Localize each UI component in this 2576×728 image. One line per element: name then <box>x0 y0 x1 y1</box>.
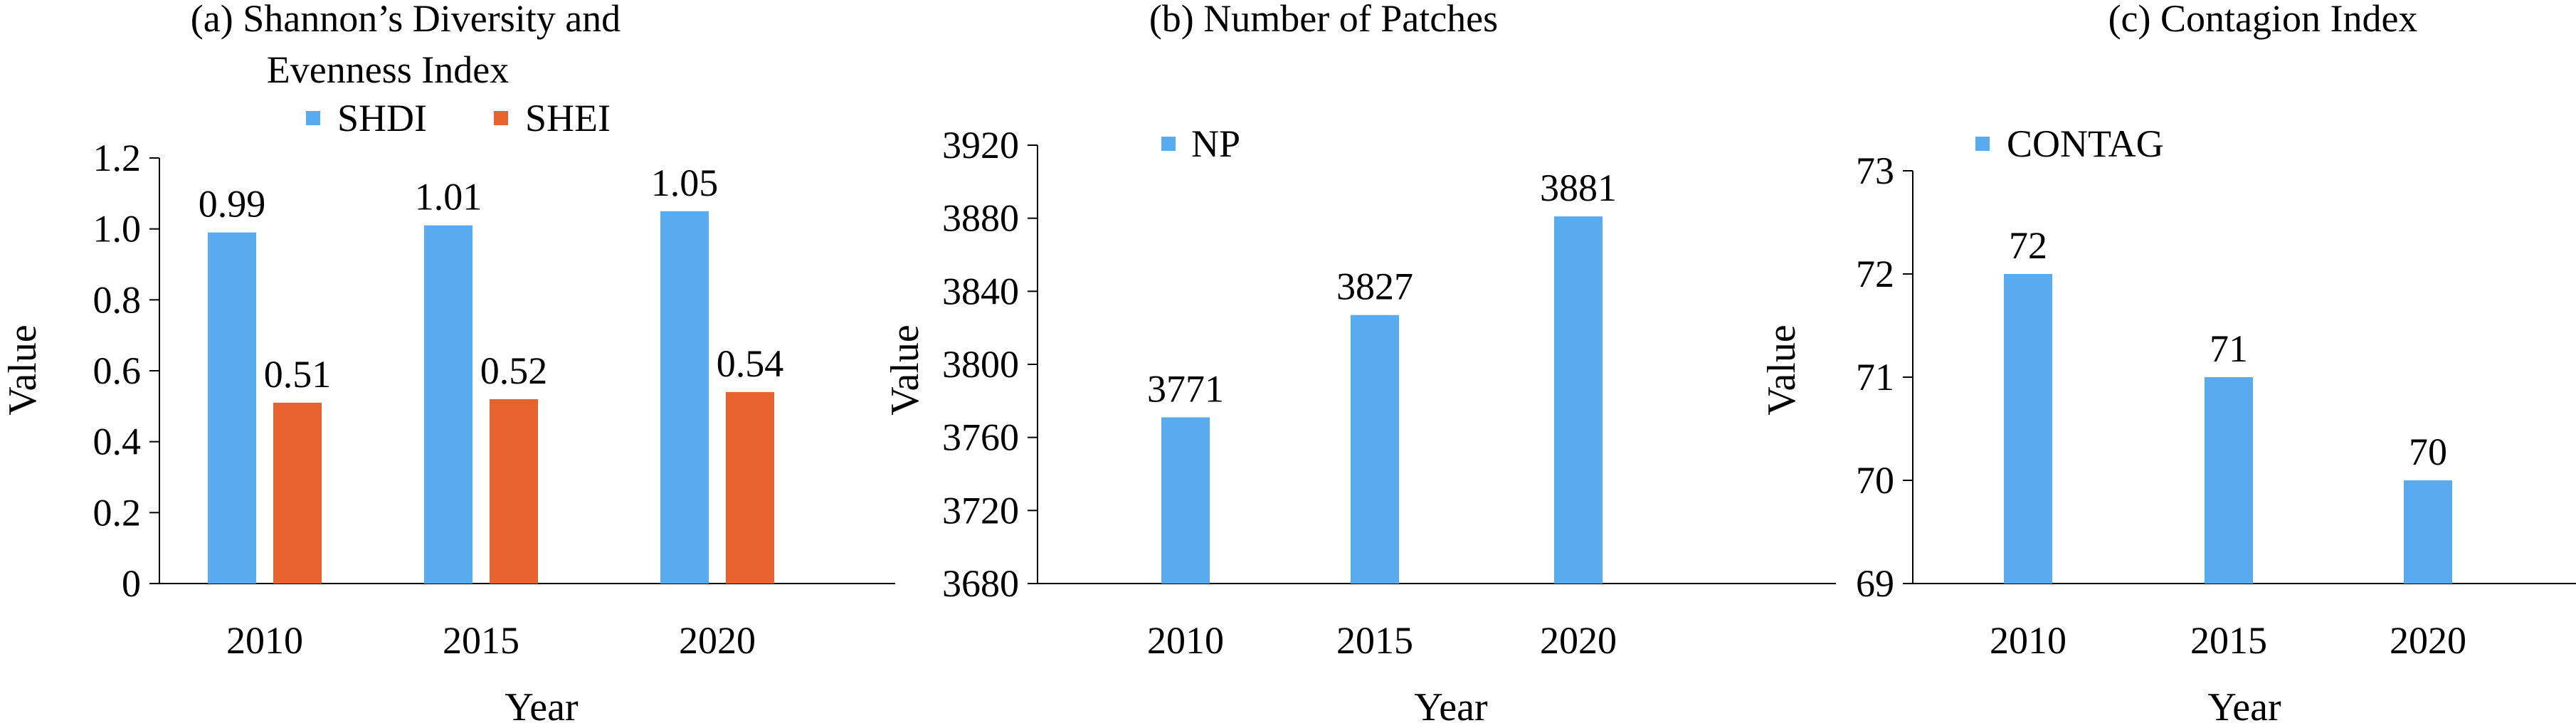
legend-label-shei: SHEI <box>525 97 611 139</box>
data-label: 3827 <box>1336 265 1413 308</box>
y-axis-title: Value <box>883 325 927 416</box>
bar-shei-2010 <box>273 402 322 584</box>
chart-3: (c) Contagion Index CONTAG 69 70 71 72 73 72 201… <box>1760 0 2576 728</box>
y-tick-label: 0.4 <box>93 421 142 463</box>
legend-swatch-shei <box>494 111 508 125</box>
legend-label-np: NP <box>1191 122 1240 165</box>
bar-contag-2020 <box>2404 480 2452 584</box>
bar-shei-2015 <box>490 399 538 584</box>
data-label: 0.99 <box>199 183 266 226</box>
bar-np-2010 <box>1161 417 1210 584</box>
data-label: 0.51 <box>264 353 332 396</box>
y-tick-label: 0.6 <box>93 349 142 392</box>
y-axis-title: Value <box>1760 325 1804 416</box>
chart-title: (b) Number of Patches <box>1149 0 1498 40</box>
legend-swatch-contag <box>1975 137 1990 151</box>
bar-shdi-2015 <box>424 225 473 584</box>
x-tick-label: 2020 <box>1540 619 1617 662</box>
x-tick-label: 2020 <box>2390 619 2466 662</box>
y-tick-label: 0 <box>122 562 141 605</box>
data-label: 0.54 <box>717 342 784 385</box>
bar-shdi-2010 <box>208 232 256 584</box>
chart-title: Evenness Index <box>267 48 509 91</box>
bar-contag-2010 <box>2004 274 2052 584</box>
x-tick-label: 2010 <box>1147 619 1224 662</box>
y-tick-label: 3880 <box>942 197 1019 240</box>
y-tick-label: 70 <box>1856 459 1894 502</box>
x-tick-label: 2015 <box>443 619 519 662</box>
legend-swatch-shdi <box>306 111 320 125</box>
chart-title: (c) Contagion Index <box>2108 0 2418 40</box>
data-label: 71 <box>2210 327 2248 370</box>
legend-label-shdi: SHDI <box>337 97 427 139</box>
y-tick-label: 3680 <box>942 562 1019 605</box>
chart-2: (b) Number of Patches NP 3680 3720 3760 3800 3… <box>883 0 1836 728</box>
chart-title: (a) Shannon’s Diversity and <box>191 0 621 40</box>
data-label: 72 <box>2009 224 2047 267</box>
legend-swatch-np <box>1161 137 1176 151</box>
legend-label-contag: CONTAG <box>2007 122 2164 165</box>
x-tick-label: 2015 <box>2190 619 2267 662</box>
y-tick-label: 71 <box>1856 356 1894 399</box>
data-label: 70 <box>2409 431 2447 473</box>
y-tick-label: 0.8 <box>93 278 142 321</box>
x-axis-title: Year <box>1414 685 1488 728</box>
y-tick-label: 0.2 <box>93 491 142 534</box>
y-tick-label: 3920 <box>942 124 1019 167</box>
x-axis-title: Year <box>2207 685 2281 728</box>
bar-np-2020 <box>1554 216 1603 584</box>
data-label: 0.52 <box>480 349 548 392</box>
data-label: 3881 <box>1540 167 1617 209</box>
y-tick-label: 73 <box>1856 149 1894 192</box>
y-tick-label: 3720 <box>942 489 1019 532</box>
chart-1: (a) Shannon’s Diversity and Evenness Inde… <box>1 0 895 728</box>
y-tick-label: 3800 <box>942 343 1019 386</box>
x-tick-label: 2015 <box>1336 619 1413 662</box>
y-tick-label: 1.2 <box>93 137 142 179</box>
bar-contag-2015 <box>2205 377 2253 584</box>
y-tick-label: 3760 <box>942 416 1019 459</box>
y-tick-label: 1.0 <box>93 208 142 250</box>
bar-shei-2020 <box>726 391 774 584</box>
data-label: 3771 <box>1147 367 1224 410</box>
y-tick-label: 69 <box>1856 562 1894 605</box>
data-label: 1.05 <box>651 162 719 204</box>
y-tick-label: 72 <box>1856 253 1894 295</box>
y-tick-label: 3840 <box>942 270 1019 312</box>
bar-shdi-2020 <box>660 211 709 584</box>
bar-np-2015 <box>1351 315 1399 584</box>
y-axis-title: Value <box>1 325 45 416</box>
data-label: 1.01 <box>415 176 482 218</box>
x-axis-title: Year <box>505 685 579 728</box>
x-tick-label: 2020 <box>679 619 756 662</box>
x-tick-label: 2010 <box>1990 619 2066 662</box>
x-tick-label: 2010 <box>226 619 303 662</box>
